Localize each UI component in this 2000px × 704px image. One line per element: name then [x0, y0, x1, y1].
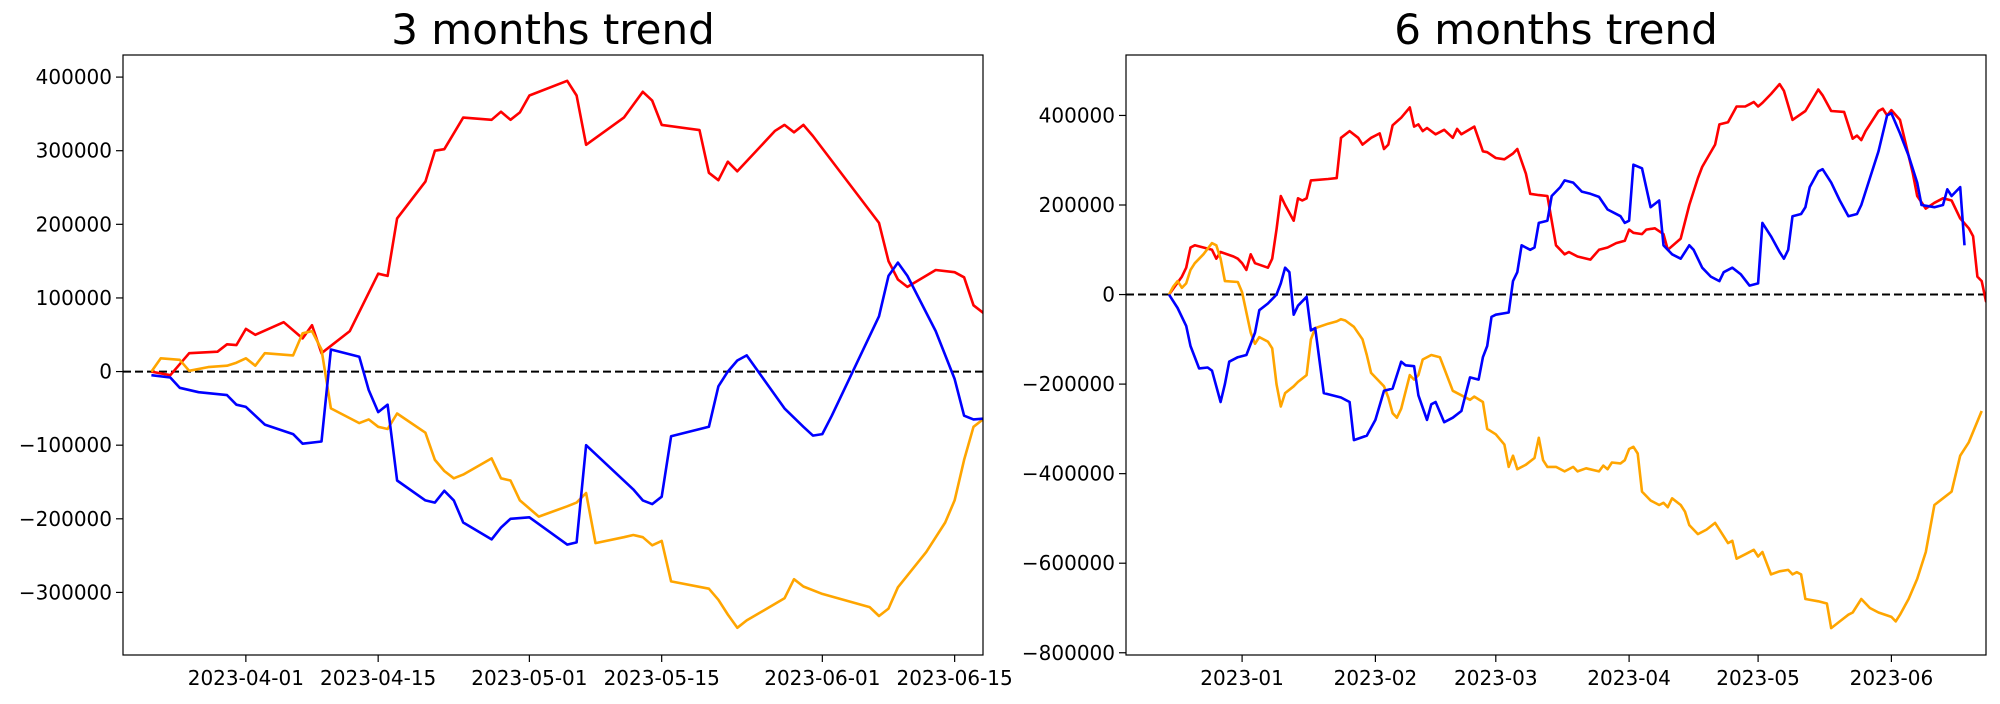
plot-frame [1125, 54, 1987, 656]
series-line-1 [1167, 82, 1986, 303]
y-tick-label: 200000 [1039, 193, 1115, 217]
y-tick-label: 0 [99, 360, 112, 384]
series-line-1 [151, 79, 983, 377]
y-tick-label: 300000 [36, 139, 112, 163]
x-tick-label: 2023-02 [1334, 666, 1418, 690]
x-tick-label: 2023-05 [1716, 666, 1800, 690]
chart-title: 3 months trend [391, 5, 715, 54]
y-tick-label: −100000 [19, 433, 112, 457]
y-tick-label: −200000 [1022, 372, 1115, 396]
y-tick-label: 200000 [36, 212, 112, 236]
y-tick-label: −800000 [1022, 641, 1115, 665]
series-line-2 [150, 329, 983, 630]
x-tick-label: 2023-05-01 [471, 666, 587, 690]
panel-6-months: 6 months trend −800000 −600000 −400000 −200… [1022, 5, 1987, 690]
x-tick-label: 2023-04-15 [320, 666, 436, 690]
y-tick-label: 400000 [1039, 103, 1115, 127]
chart-title: 6 months trend [1394, 5, 1718, 54]
y-tick-label: −200000 [19, 507, 112, 531]
y-tick-label: −600000 [1022, 551, 1115, 575]
series-line-3 [1167, 111, 1966, 442]
x-tick-label: 2023-03 [1454, 666, 1538, 690]
y-tick-label: 0 [1102, 283, 1115, 307]
x-tick-label: 2023-06-15 [897, 666, 1013, 690]
panel-3-months: 3 months trend −300000 −200000 −100000 0 100… [19, 5, 1013, 690]
series-line-3 [151, 261, 983, 546]
x-tick-label: 2023-05-15 [604, 666, 720, 690]
x-tick-label: 2023-04-01 [188, 666, 304, 690]
y-tick-label: 100000 [36, 286, 112, 310]
y-tick-label: 400000 [36, 65, 112, 89]
y-tick-label: −300000 [19, 580, 112, 604]
x-tick-label: 2023-06-01 [764, 666, 880, 690]
y-tick-label: −400000 [1022, 462, 1115, 486]
x-tick-label: 2023-06 [1850, 666, 1934, 690]
x-tick-label: 2023-01 [1200, 666, 1284, 690]
x-tick-label: 2023-04 [1587, 666, 1671, 690]
series-line-2 [1167, 241, 1983, 630]
plot-frame [122, 54, 984, 656]
